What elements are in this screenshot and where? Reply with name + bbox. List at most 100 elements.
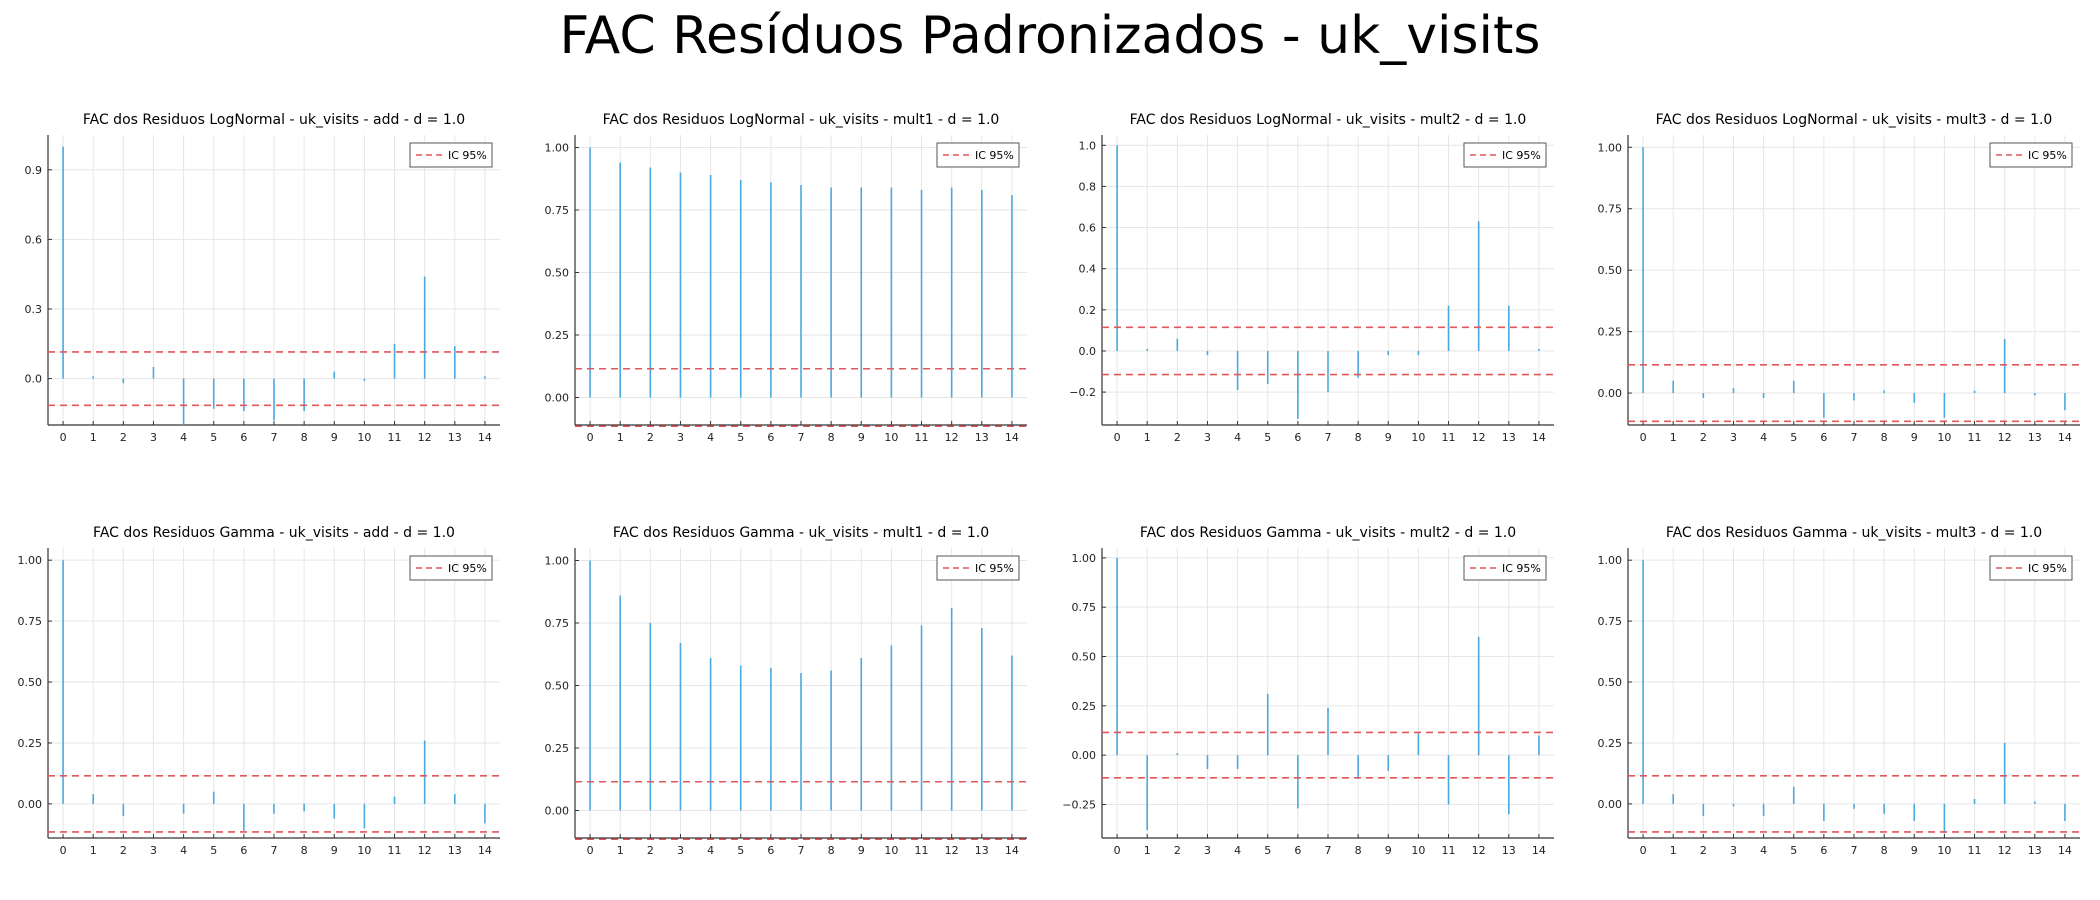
x-tick-label: 14	[1005, 844, 1019, 857]
x-tick-label: 3	[677, 844, 684, 857]
x-tick-label: 12	[418, 844, 432, 857]
x-tick-label: 14	[478, 844, 492, 857]
x-tick-label: 6	[767, 431, 774, 444]
y-tick-label: 1.0	[1079, 139, 1097, 152]
x-tick-label: 5	[737, 844, 744, 857]
y-tick-label: 0.25	[1072, 700, 1097, 713]
x-tick-label: 14	[478, 431, 492, 444]
legend: IC 95%	[409, 555, 493, 581]
y-tick-label: 0.6	[25, 233, 43, 246]
panel-title: FAC dos Residuos LogNormal - uk_visits -…	[603, 112, 1000, 128]
x-tick-label: 6	[1820, 844, 1827, 857]
y-tick-label: 0.4	[1079, 263, 1097, 276]
y-tick-label: 0.25	[1598, 326, 1623, 339]
x-tick-label: 8	[1881, 431, 1888, 444]
x-tick-label: 3	[150, 844, 157, 857]
acf-panel-4: FAC dos Residuos LogNormal - uk_visits -…	[1598, 112, 2080, 444]
x-tick-label: 11	[388, 431, 402, 444]
x-tick-label: 5	[210, 844, 217, 857]
x-tick-label: 7	[1851, 844, 1858, 857]
x-tick-label: 11	[915, 844, 929, 857]
x-tick-label: 2	[120, 844, 127, 857]
page-title: FAC Resíduos Padronizados - uk_visits	[559, 6, 1541, 66]
x-tick-label: 11	[1968, 844, 1982, 857]
y-tick-label: 0.00	[1598, 387, 1623, 400]
y-tick-label: 1.00	[545, 142, 570, 155]
x-tick-label: 12	[418, 431, 432, 444]
x-tick-label: 2	[1700, 431, 1707, 444]
x-tick-label: 8	[828, 844, 835, 857]
panel-title: FAC dos Residuos Gamma - uk_visits - mul…	[613, 525, 989, 541]
y-tick-label: 0.8	[1079, 180, 1097, 193]
x-tick-label: 3	[150, 431, 157, 444]
x-tick-label: 3	[1204, 431, 1211, 444]
x-tick-label: 9	[331, 431, 338, 444]
y-tick-label: 0.00	[545, 805, 570, 818]
x-tick-label: 4	[707, 844, 714, 857]
legend: IC 95%	[936, 142, 1020, 168]
x-tick-label: 6	[767, 844, 774, 857]
x-tick-label: 4	[1760, 431, 1767, 444]
y-tick-label: 0.0	[1079, 345, 1097, 358]
x-tick-label: 10	[884, 431, 898, 444]
x-tick-label: 11	[388, 844, 402, 857]
x-tick-label: 2	[1174, 431, 1181, 444]
legend-label: IC 95%	[448, 562, 487, 575]
x-tick-label: 10	[1937, 844, 1951, 857]
x-tick-label: 0	[1640, 431, 1647, 444]
x-tick-label: 7	[798, 844, 805, 857]
y-tick-label: 0.50	[1072, 651, 1097, 664]
y-tick-label: 1.00	[1598, 141, 1623, 154]
y-tick-label: 1.00	[1598, 554, 1623, 567]
x-tick-label: 1	[1670, 844, 1677, 857]
y-tick-label: 0.50	[545, 267, 570, 280]
y-tick-label: 0.9	[25, 164, 43, 177]
x-tick-label: 9	[1385, 431, 1392, 444]
y-tick-label: 0.50	[1598, 676, 1623, 689]
y-tick-label: 0.00	[1072, 749, 1097, 762]
x-tick-label: 12	[945, 431, 959, 444]
y-tick-label: −0.25	[1062, 798, 1096, 811]
x-tick-label: 5	[1264, 844, 1271, 857]
y-tick-label: 0.75	[1072, 601, 1097, 614]
x-tick-label: 12	[1472, 844, 1486, 857]
x-tick-label: 8	[1355, 431, 1362, 444]
y-tick-label: −0.2	[1069, 386, 1096, 399]
legend-box	[1463, 142, 1547, 168]
x-tick-label: 0	[587, 844, 594, 857]
x-tick-label: 13	[2028, 844, 2042, 857]
x-tick-label: 10	[1411, 844, 1425, 857]
y-tick-label: 0.00	[18, 798, 43, 811]
y-tick-label: 1.00	[545, 555, 570, 568]
acf-panel-5: FAC dos Residuos Gamma - uk_visits - add…	[18, 525, 500, 857]
x-tick-label: 2	[120, 431, 127, 444]
x-tick-label: 10	[357, 844, 371, 857]
y-tick-label: 0.75	[545, 617, 570, 630]
panel-title: FAC dos Residuos LogNormal - uk_visits -…	[1130, 112, 1527, 128]
x-tick-label: 0	[587, 431, 594, 444]
legend-box	[936, 142, 1020, 168]
legend: IC 95%	[1463, 142, 1547, 168]
legend-box	[1463, 555, 1547, 581]
legend: IC 95%	[1463, 555, 1547, 581]
y-tick-label: 0.2	[1079, 304, 1097, 317]
x-tick-label: 5	[1790, 431, 1797, 444]
x-tick-label: 7	[1325, 431, 1332, 444]
x-tick-label: 9	[1911, 844, 1918, 857]
x-tick-label: 6	[1294, 844, 1301, 857]
x-tick-label: 12	[1998, 431, 2012, 444]
y-tick-label: 0.75	[18, 615, 43, 628]
x-tick-label: 4	[180, 431, 187, 444]
x-tick-label: 13	[2028, 431, 2042, 444]
y-tick-label: 0.00	[545, 392, 570, 405]
x-tick-label: 3	[1730, 431, 1737, 444]
legend: IC 95%	[409, 142, 493, 168]
legend-label: IC 95%	[2028, 562, 2067, 575]
x-tick-label: 7	[271, 431, 278, 444]
x-tick-label: 14	[2058, 431, 2072, 444]
x-tick-label: 11	[1968, 431, 1982, 444]
legend: IC 95%	[1989, 555, 2073, 581]
y-tick-label: 0.00	[1598, 798, 1623, 811]
x-tick-label: 13	[448, 431, 462, 444]
